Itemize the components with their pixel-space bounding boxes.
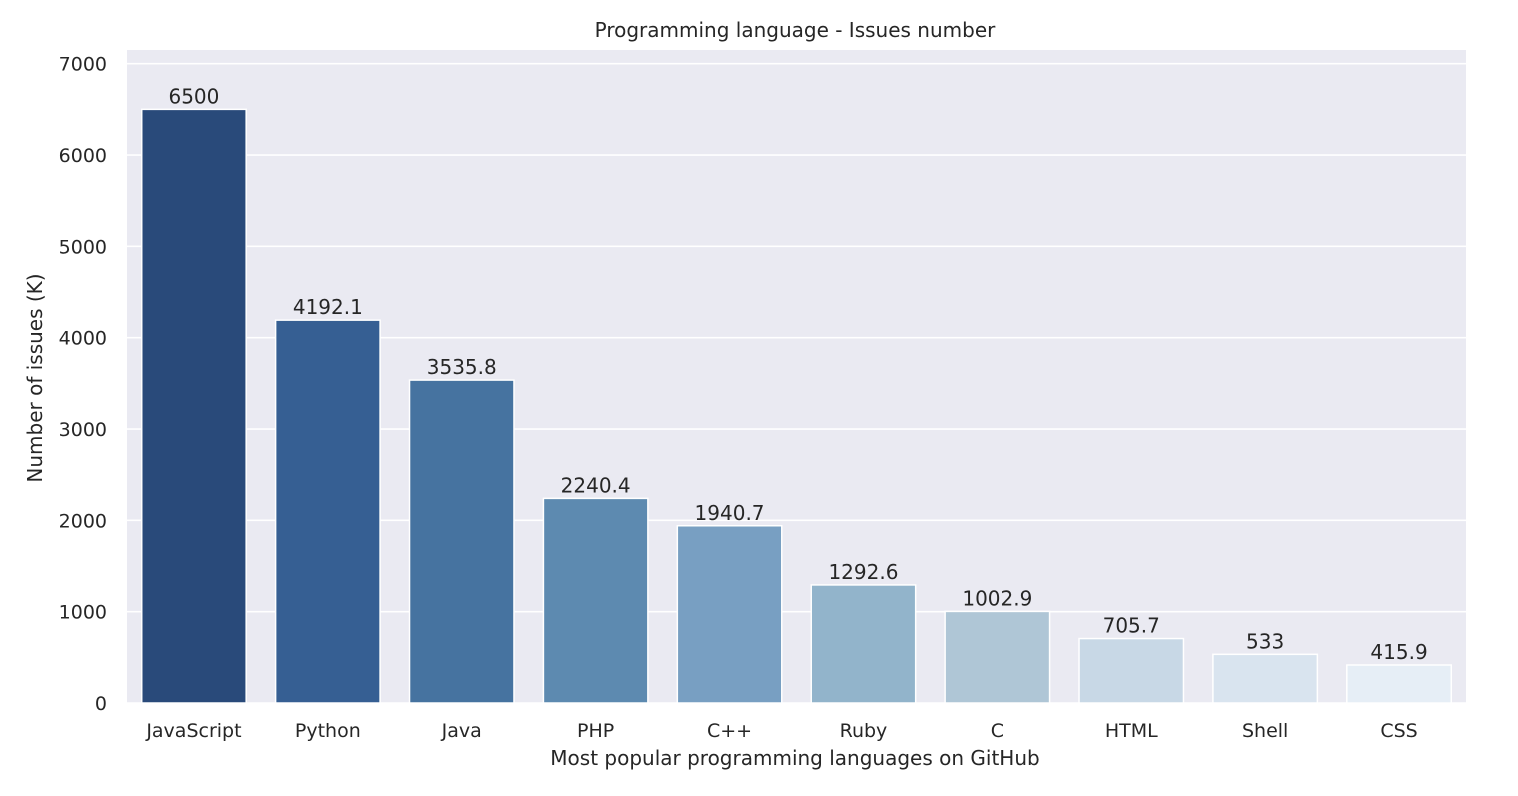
bar-ruby xyxy=(810,584,917,704)
x-tick-label: PHP xyxy=(577,720,614,742)
x-tick-label: Java xyxy=(441,720,482,742)
data-label: 533 xyxy=(1246,629,1284,653)
bar-php xyxy=(542,497,649,704)
y-tick-label: 1000 xyxy=(59,602,107,624)
chart-title: Programming language - Issues number xyxy=(595,18,997,42)
y-axis-ticks: 0 1000 2000 3000 4000 5000 6000 7000 xyxy=(59,54,107,715)
data-label: 1940.7 xyxy=(695,501,765,525)
data-labels: 6500 4192.1 3535.8 2240.4 1940.7 1292.6 1002.9… xyxy=(168,84,1427,664)
data-label: 4192.1 xyxy=(293,295,363,319)
bar-shell xyxy=(1212,653,1319,704)
data-label: 705.7 xyxy=(1103,614,1160,638)
y-tick-label: 7000 xyxy=(59,54,107,76)
y-tick-label: 4000 xyxy=(59,328,107,350)
bar-html xyxy=(1078,637,1185,704)
bar-css xyxy=(1346,664,1453,704)
y-tick-label: 5000 xyxy=(59,236,107,258)
bar-python xyxy=(274,319,381,704)
y-tick-label: 2000 xyxy=(59,510,107,532)
bar-java xyxy=(408,379,515,704)
data-label: 3535.8 xyxy=(427,355,497,379)
x-tick-label: Shell xyxy=(1242,720,1288,742)
y-tick-label: 6000 xyxy=(59,145,107,167)
x-tick-label: JavaScript xyxy=(145,720,241,742)
data-label: 415.9 xyxy=(1370,640,1427,664)
data-label: 2240.4 xyxy=(561,473,631,497)
x-tick-label: CSS xyxy=(1380,720,1417,742)
x-tick-label: Python xyxy=(295,720,361,742)
x-tick-label: C xyxy=(991,720,1004,742)
bar-javascript xyxy=(140,108,247,704)
y-axis-label: Number of issues (K) xyxy=(23,273,47,482)
x-axis-label: Most popular programming languages on Gi… xyxy=(550,746,1039,770)
data-label: 1002.9 xyxy=(962,586,1032,610)
bars xyxy=(140,108,1453,704)
bar-c- xyxy=(676,525,783,704)
x-tick-label: HTML xyxy=(1105,720,1158,742)
data-label: 6500 xyxy=(168,84,219,108)
y-tick-label: 0 xyxy=(95,693,107,715)
data-label: 1292.6 xyxy=(828,560,898,584)
x-tick-label: Ruby xyxy=(840,720,888,742)
y-tick-label: 3000 xyxy=(59,419,107,441)
bar-c xyxy=(944,610,1051,704)
x-axis-ticks: JavaScript Python Java PHP C++ Ruby C HTML Shell… xyxy=(145,720,1417,742)
x-tick-label: C++ xyxy=(707,720,752,742)
